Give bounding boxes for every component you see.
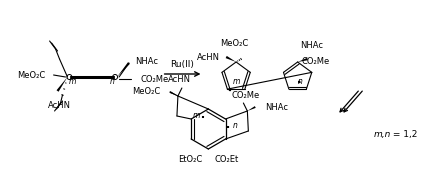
Text: AcHN: AcHN bbox=[168, 76, 191, 84]
Polygon shape bbox=[56, 77, 67, 92]
Polygon shape bbox=[170, 91, 178, 96]
Polygon shape bbox=[117, 62, 130, 77]
Text: = 1,2: = 1,2 bbox=[390, 130, 417, 139]
Text: EtO₂C: EtO₂C bbox=[179, 155, 203, 164]
Text: AcHN: AcHN bbox=[197, 53, 220, 62]
Text: n: n bbox=[298, 78, 303, 87]
Text: m,n: m,n bbox=[373, 130, 391, 139]
Text: NHAc: NHAc bbox=[301, 41, 324, 50]
Polygon shape bbox=[226, 56, 236, 62]
Text: m: m bbox=[232, 78, 240, 87]
Polygon shape bbox=[247, 106, 256, 111]
Text: NHAc: NHAc bbox=[265, 102, 288, 112]
Text: CO₂Me: CO₂Me bbox=[141, 76, 169, 84]
Text: CO₂Me: CO₂Me bbox=[231, 90, 259, 99]
Text: m: m bbox=[193, 110, 200, 119]
Text: NHAc: NHAc bbox=[135, 56, 158, 65]
Text: n: n bbox=[110, 78, 114, 87]
Text: CO₂Et: CO₂Et bbox=[214, 155, 238, 164]
Polygon shape bbox=[298, 58, 308, 62]
Text: AcHN: AcHN bbox=[48, 101, 71, 110]
Text: MeO₂C: MeO₂C bbox=[17, 70, 46, 79]
Text: n: n bbox=[233, 121, 238, 130]
Text: Ru(II): Ru(II) bbox=[170, 61, 195, 70]
Text: CO₂Me: CO₂Me bbox=[301, 57, 330, 66]
Text: m: m bbox=[69, 78, 76, 87]
Text: MeO₂C: MeO₂C bbox=[220, 39, 248, 48]
Text: MeO₂C: MeO₂C bbox=[132, 87, 160, 96]
